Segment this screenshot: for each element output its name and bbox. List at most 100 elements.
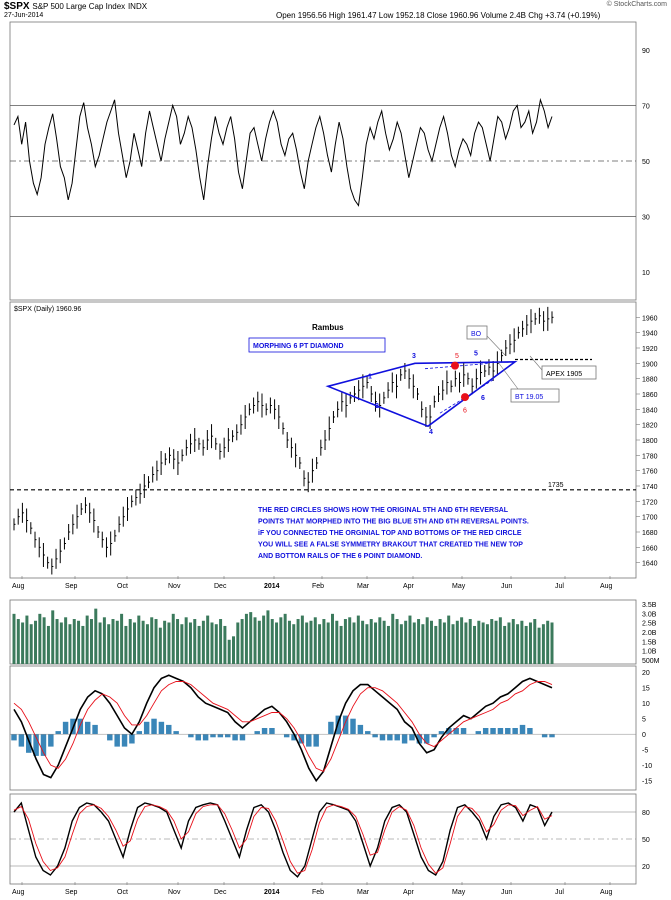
macd-histogram-bar — [549, 734, 555, 738]
macd-histogram-bar — [379, 734, 386, 741]
volume-bar — [356, 615, 360, 664]
exchange-label: INDX — [127, 2, 148, 11]
volume-bar — [391, 613, 395, 664]
month-label-price-axis: Apr — [403, 583, 415, 590]
month-label-bottom-axis: Sep — [65, 889, 78, 896]
volume-tick-label: 2.0B — [642, 630, 657, 637]
quote-line: Open 1956.56 High 1961.47 Low 1952.18 Cl… — [276, 11, 601, 20]
bo-pointer — [486, 335, 506, 356]
month-label-bottom-axis: Nov — [168, 889, 181, 896]
support-level-label: 1735 — [548, 482, 564, 489]
symbol-title: $SPX S&P 500 Large Cap Index INDX — [4, 1, 147, 12]
volume-bar — [115, 620, 119, 664]
stochastic-panel: 80 50 20 — [10, 801, 650, 878]
macd-histogram-bar — [387, 734, 393, 741]
macd-tick-label: 20 — [642, 670, 650, 677]
volume-bar — [511, 619, 515, 664]
volume-bar — [158, 627, 162, 664]
volume-bar — [386, 625, 390, 664]
macd-histogram-bar — [217, 734, 224, 738]
volume-bar — [154, 619, 158, 664]
macd-histogram-bar — [114, 734, 120, 747]
volume-tick-label: 1.5B — [642, 639, 657, 646]
macd-histogram-bar — [394, 734, 400, 741]
apex-pointer — [529, 355, 543, 371]
volume-bar — [219, 619, 223, 664]
volume-bar — [503, 625, 507, 664]
volume-bar — [524, 625, 528, 664]
volume-bar — [343, 619, 347, 664]
month-label-price-axis: Aug — [600, 583, 613, 590]
macd-histogram-bar — [313, 734, 319, 747]
volume-bar — [232, 636, 235, 664]
macd-histogram-bar — [232, 734, 238, 741]
month-label-bottom-axis: Jun — [501, 889, 512, 896]
macd-histogram-bar — [254, 731, 260, 735]
volume-bar — [55, 619, 59, 664]
volume-bar — [240, 619, 244, 664]
macd-histogram-bar — [357, 724, 364, 735]
month-label-price-axis: Mar — [357, 583, 370, 590]
volume-bar — [184, 617, 188, 664]
volume-bar — [249, 612, 253, 664]
pattern-point-6: 6 — [481, 395, 485, 402]
volume-bar — [313, 617, 317, 664]
price-tick-label: 1840 — [642, 407, 658, 414]
apex-label: APEX 1905 — [546, 371, 582, 378]
backtest-label: BT 19.05 — [515, 394, 543, 401]
volume-bar — [236, 622, 240, 664]
rsi-tick-label: 90 — [642, 48, 650, 55]
volume-bar — [528, 622, 532, 664]
analysis-note-line: AND BOTTOM RAILS OF THE 6 POINT DIAMOND. — [258, 553, 422, 560]
month-label-price-axis: Dec — [214, 583, 227, 590]
volume-bar — [257, 620, 261, 664]
volume-bar — [275, 622, 279, 664]
volume-tick-label: 3.5B — [642, 602, 657, 609]
rsi-line — [13, 97, 553, 207]
symbol: $SPX — [4, 1, 30, 12]
volume-bar — [365, 624, 369, 664]
macd-line-macd — [13, 674, 553, 783]
month-label-bottom-axis: Feb — [312, 889, 324, 896]
volume-bar — [16, 619, 20, 664]
macd-histogram-bar — [372, 734, 378, 738]
volume-bar — [176, 619, 180, 664]
macd-histogram-bar — [107, 734, 113, 741]
macd-histogram-bar — [328, 721, 334, 735]
macd-histogram-bar — [505, 728, 511, 735]
price-tick-label: 1880 — [642, 377, 658, 384]
volume-bar — [485, 624, 489, 664]
volume-bar — [408, 615, 412, 664]
month-label-price-axis: Feb — [312, 583, 324, 590]
volume-bar — [244, 613, 248, 664]
macd-histogram-bar — [490, 728, 496, 735]
volume-bar — [12, 613, 16, 664]
macd-histogram-bar — [195, 734, 201, 741]
volume-bar — [287, 620, 291, 664]
pattern-point-1: 1 — [368, 374, 372, 381]
analysis-note-line: YOU WILL SEE A FALSE SYMMETRY BRAKOUT TH… — [258, 542, 523, 549]
macd-histogram-bar — [55, 731, 61, 735]
panel-frames — [9, 21, 637, 885]
macd-histogram-bar — [151, 718, 157, 735]
macd-histogram-bar — [527, 728, 533, 735]
volume-bar — [68, 624, 72, 664]
volume-tick-label: 3.0B — [642, 611, 657, 618]
macd-histogram-bar — [365, 731, 371, 735]
month-label-price-axis: Oct — [117, 583, 128, 590]
symbol-description: S&P 500 Large Cap Index — [32, 2, 126, 11]
price-tick-label: 1920 — [642, 346, 658, 353]
volume-bar — [98, 622, 102, 664]
red-reversal-circle — [461, 393, 469, 402]
volume-bar — [442, 622, 446, 664]
volume-bar — [262, 615, 266, 664]
volume-bar — [395, 619, 399, 664]
macd-histogram-bar — [202, 734, 209, 741]
month-label-price-axis: Aug — [12, 583, 25, 590]
volume-bar — [468, 619, 472, 664]
macd-tick-label: -10 — [642, 763, 652, 770]
macd-histogram-bar — [92, 724, 98, 735]
price-tick-label: 1940 — [642, 331, 658, 338]
macd-histogram-bar — [261, 728, 268, 735]
